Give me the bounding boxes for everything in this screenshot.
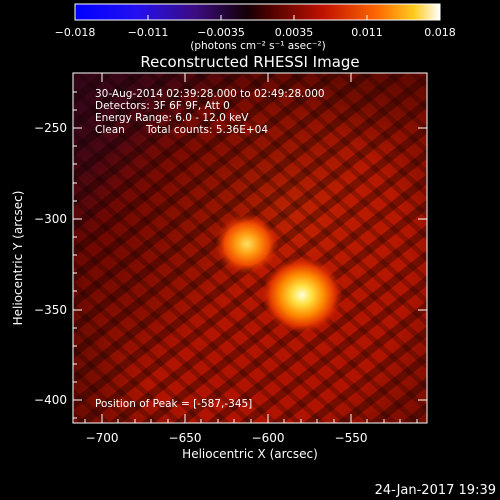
y-tick-label: −400 [34,393,67,407]
y-tick-label: −300 [34,212,67,226]
algorithm-name: Clean [95,124,125,136]
x-tick-label: −700 [86,431,119,445]
secondary-source [215,214,279,274]
colorbar-units: (photons cm⁻² s⁻¹ asec⁻²) [190,40,325,52]
rhessi-image [73,73,427,423]
total-counts: Total counts: 5.36E+04 [145,124,268,136]
y-tick-label: −250 [34,121,67,135]
colorbar-tick-label: −0.0035 [197,26,245,39]
energy-range: Energy Range: 6.0 - 12.0 keV [95,112,249,124]
y-axis-ticks [73,91,427,419]
x-tick-label: −650 [169,431,202,445]
x-tick-label: −550 [335,431,368,445]
plot-title: Reconstructed RHESSI Image [140,53,359,71]
observation-time: 30-Aug-2014 02:39:28.000 to 02:49:28.000 [95,88,325,100]
x-tick-label: −600 [252,431,285,445]
colorbar-tick-label: 0.018 [424,26,456,39]
detectors-info: Detectors: 3F 6F 9F, Att 0 [95,100,230,112]
x-axis-ticks [84,73,418,423]
colorbar-tick-label: −0.011 [128,26,169,39]
colorbar-tick-label: −0.018 [55,26,96,39]
y-tick-label: −350 [34,303,67,317]
peak-position: Position of Peak = [-587,-345] [95,398,252,410]
x-axis-label: Heliocentric X (arcsec) [182,447,318,461]
colorbar-tick-label: 0.011 [351,26,383,39]
colorbar-gradient [74,3,441,21]
render-timestamp: 24-Jan-2017 19:39 [375,483,496,498]
colorbar-tick-label: 0.0035 [275,26,314,39]
peak-source [262,257,342,333]
plot-frame [72,72,428,424]
colorbar: −0.018 −0.011 −0.0035 0.0035 0.011 0.018… [55,3,456,52]
y-axis-label: Heliocentric Y (arcsec) [11,191,25,326]
